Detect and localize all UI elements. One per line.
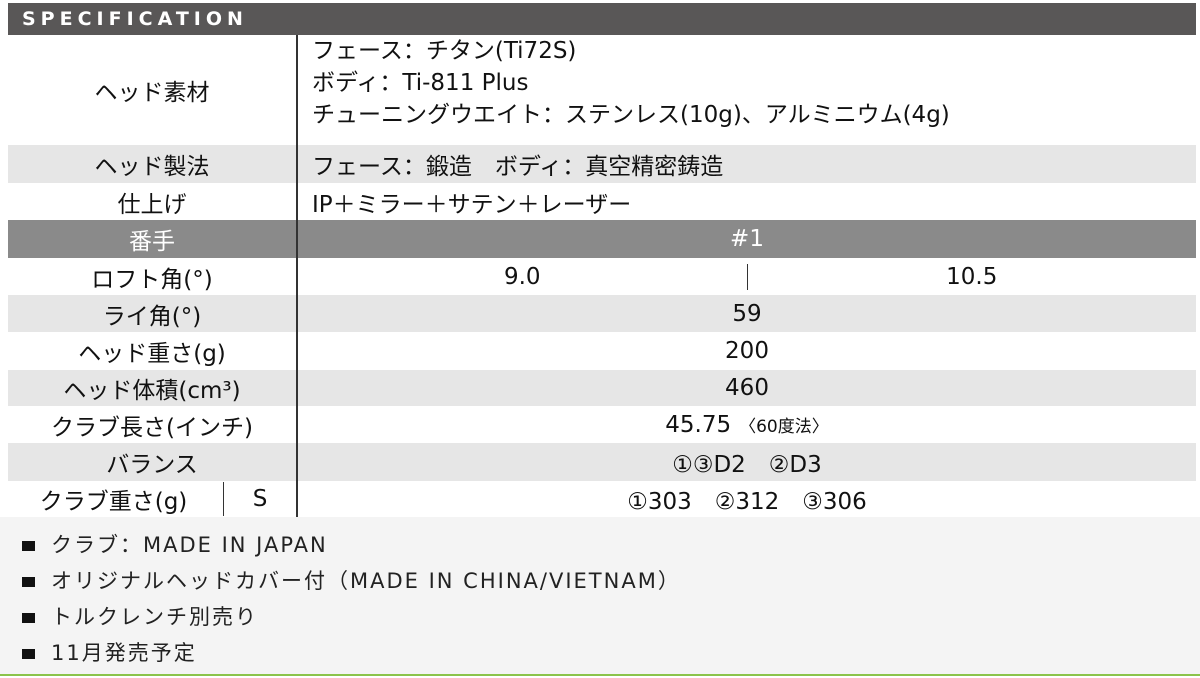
label: ヘッド体積(cm³) xyxy=(8,370,298,406)
loft-9: 9.0 xyxy=(298,263,748,290)
value: フェース：チタン(Ti72S) ボディ：Ti-811 Plus チューニングウエ… xyxy=(298,35,1196,145)
flex-label: S xyxy=(252,486,268,512)
label: クラブ長さ(インチ) xyxy=(8,406,298,443)
row-balance: バランス ①③D2 ②D3 xyxy=(8,443,1196,481)
row-loft: ロフト角(°) 9.0 10.5 xyxy=(8,258,1196,295)
value: 59 xyxy=(732,300,762,327)
value: 200 xyxy=(725,338,769,364)
length-value: 45.75 xyxy=(665,411,732,438)
loft-10-5: 10.5 xyxy=(946,263,998,290)
note-item: オリジナルヘッドカバー付（MADE IN CHINA/VIETNAM） xyxy=(22,563,1200,599)
label: 仕上げ xyxy=(8,183,298,220)
length-note: 〈60度法〉 xyxy=(739,417,829,437)
row-head-weight: ヘッド重さ(g) 200 xyxy=(8,332,1196,370)
row-head-method: ヘッド製法 フェース：鍛造 ボディ：真空精密鋳造 xyxy=(8,145,1196,183)
line: ボディ：Ti-811 Plus xyxy=(312,70,529,97)
square-bullet-icon xyxy=(22,649,35,659)
label: ロフト角(°) xyxy=(8,258,298,295)
row-club-weight: クラブ重さ(g) S ①303 ②312 ③306 xyxy=(8,481,1196,517)
value: 45.75 〈60度法〉 xyxy=(298,406,1196,443)
label: ヘッド重さ(g) xyxy=(8,332,298,370)
row-number: 番手 #1 xyxy=(8,220,1196,258)
value: 460 xyxy=(725,375,769,401)
row-lie: ライ角(°) 59 xyxy=(8,295,1196,332)
value: ①303 ②312 ③306 xyxy=(627,489,867,515)
row-length: クラブ長さ(インチ) 45.75 〈60度法〉 xyxy=(8,406,1196,443)
note-item: クラブ：MADE IN JAPAN xyxy=(22,527,1200,563)
note-text: クラブ：MADE IN JAPAN xyxy=(51,533,328,557)
row-volume: ヘッド体積(cm³) 460 xyxy=(8,370,1196,406)
note-text: トルクレンチ別売り xyxy=(51,605,258,629)
label: ヘッド製法 xyxy=(8,145,298,183)
spec-table: ヘッド素材 フェース：チタン(Ti72S) ボディ：Ti-811 Plus チュ… xyxy=(8,35,1196,517)
line: フェース：チタン(Ti72S) xyxy=(312,38,577,64)
note-text: オリジナルヘッドカバー付（MADE IN CHINA/VIETNAM） xyxy=(51,569,681,593)
value: フェース：鍛造 ボディ：真空精密鋳造 xyxy=(312,154,724,180)
value: #1 xyxy=(730,226,764,252)
row-finish: 仕上げ IP＋ミラー＋サテン＋レーザー xyxy=(8,183,1196,220)
note-text: 11月発売予定 xyxy=(51,641,197,665)
value: IP＋ミラー＋サテン＋レーザー xyxy=(312,191,632,218)
square-bullet-icon xyxy=(22,577,35,587)
spec-title: SPECIFICATION xyxy=(8,3,1196,35)
value: 9.0 10.5 xyxy=(298,258,1196,295)
note-item: トルクレンチ別売り xyxy=(22,599,1200,635)
square-bullet-icon xyxy=(22,613,35,623)
label: 番手 xyxy=(8,220,298,258)
row-head-material: ヘッド素材 フェース：チタン(Ti72S) ボディ：Ti-811 Plus チュ… xyxy=(8,35,1196,145)
note-item: 11月発売予定 xyxy=(22,635,1200,671)
label: ヘッド素材 xyxy=(8,35,298,145)
value: ①③D2 ②D3 xyxy=(672,452,822,478)
square-bullet-icon xyxy=(22,541,35,551)
label: バランス xyxy=(8,443,298,481)
label: クラブ重さ(g) S xyxy=(8,481,298,517)
line: チューニングウエイト：ステンレス(10g)、アルミニウム(4g) xyxy=(312,102,950,129)
label: ライ角(°) xyxy=(8,295,298,332)
club-weight-label: クラブ重さ(g) xyxy=(8,482,224,516)
notes: クラブ：MADE IN JAPAN オリジナルヘッドカバー付（MADE IN C… xyxy=(0,517,1200,676)
